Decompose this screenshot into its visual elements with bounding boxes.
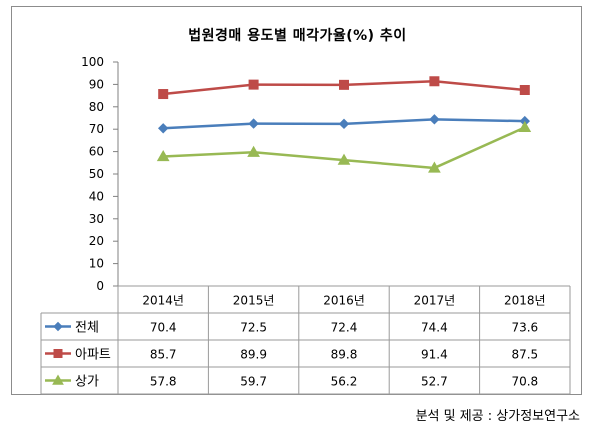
y-tick-label: 100 (81, 55, 104, 69)
data-table-value: 59.7 (240, 375, 267, 389)
data-table-value: 56.2 (331, 375, 358, 389)
data-table-value: 89.8 (331, 348, 358, 362)
data-table-value: 89.9 (240, 348, 267, 362)
data-table-value: 70.8 (511, 375, 538, 389)
y-tick-label: 0 (96, 279, 104, 293)
source-note: 분석 및 제공 : 상가정보연구소 (415, 409, 580, 424)
y-tick-label: 70 (89, 122, 104, 136)
data-table-value: 85.7 (150, 348, 177, 362)
data-table-value: 70.4 (150, 321, 177, 335)
legend-label: 상가 (75, 375, 99, 390)
data-point (429, 76, 440, 87)
chart-title: 법원경매 용도별 매각가율(%) 추이 (188, 28, 407, 44)
data-point (157, 123, 169, 134)
y-tick-label: 20 (89, 234, 104, 248)
chart-frame: 법원경매 용도별 매각가율(%) 추이 (11, 6, 582, 395)
data-point (338, 118, 350, 130)
x-category-label: 2018년 (504, 294, 546, 308)
y-tick-label: 80 (89, 100, 104, 114)
y-tick-label: 60 (89, 145, 104, 159)
y-tick-label: 30 (89, 212, 104, 226)
legend-marker (53, 349, 63, 358)
data-point (428, 161, 441, 173)
data-table-value: 52.7 (421, 375, 448, 389)
data-point (156, 150, 170, 162)
data-table-value: 73.6 (511, 321, 538, 335)
data-point (247, 145, 260, 157)
legend-label: 전체 (75, 321, 99, 336)
data-point (248, 79, 259, 90)
y-tick-label: 10 (89, 257, 104, 271)
legend-label: 아파트 (75, 348, 111, 363)
data-point (429, 114, 440, 125)
data-point (158, 89, 169, 100)
legend-marker (52, 374, 64, 385)
data-table-value: 72.4 (331, 321, 358, 335)
x-category-label: 2015년 (233, 294, 275, 308)
y-tick-label: 40 (89, 189, 104, 203)
data-table-value: 87.5 (511, 348, 538, 362)
y-tick-label: 90 (89, 77, 104, 91)
data-point (337, 153, 351, 165)
x-category-label: 2017년 (414, 294, 456, 308)
data-point (519, 85, 530, 95)
x-category-label: 2014년 (142, 294, 184, 308)
data-point (518, 120, 532, 133)
legend-marker (53, 321, 63, 332)
data-point (248, 118, 259, 129)
data-table-value: 57.8 (150, 375, 177, 389)
data-point (339, 79, 349, 90)
x-category-label: 2016년 (323, 294, 365, 308)
data-table-value: 72.5 (240, 321, 267, 335)
y-tick-label: 50 (89, 167, 104, 181)
data-table-value: 91.4 (421, 348, 448, 362)
data-table-value: 74.4 (421, 321, 448, 335)
